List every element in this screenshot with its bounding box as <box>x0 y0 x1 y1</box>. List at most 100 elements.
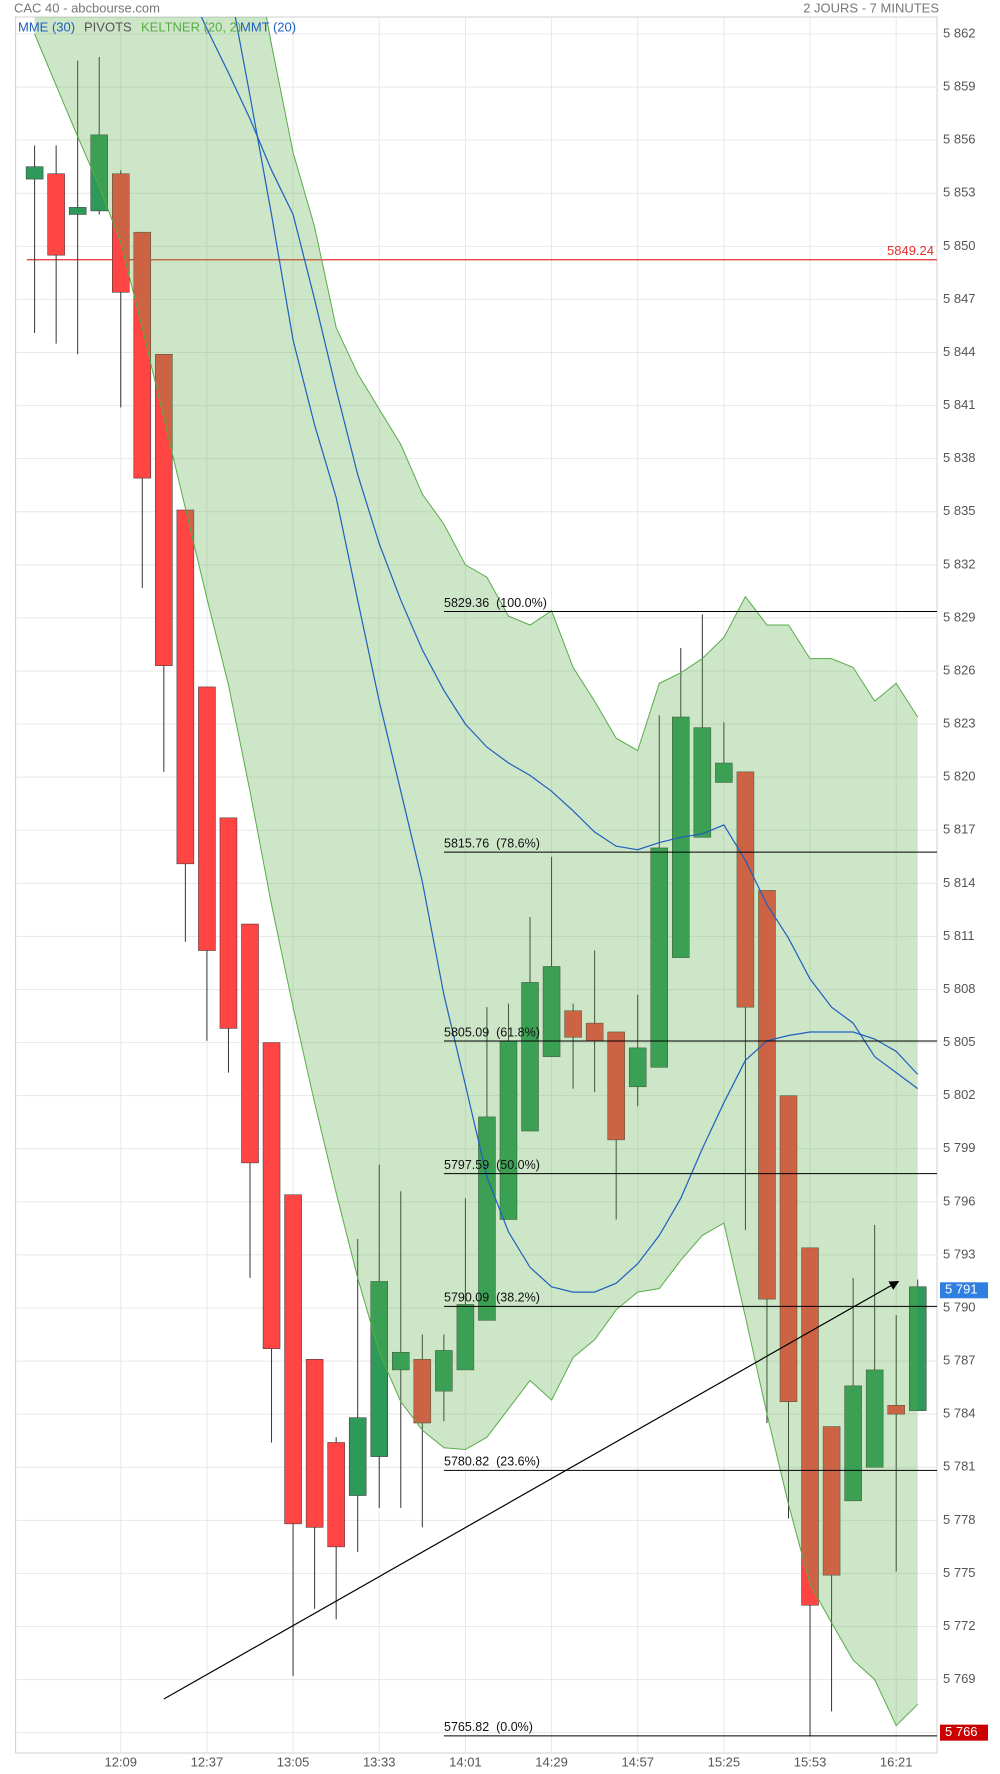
y-tick-label: 5 778 <box>943 1512 976 1527</box>
low-marker-box <box>940 1724 988 1741</box>
y-tick-label: 5 808 <box>943 981 976 996</box>
keltner-upper <box>265 17 919 752</box>
legend-entry: MME (30) <box>18 19 75 34</box>
x-tick-label: 15:25 <box>708 1754 741 1769</box>
x-tick-label: 12:09 <box>104 1754 137 1769</box>
keltner-fill <box>34 17 918 1726</box>
y-tick-label: 5 838 <box>943 450 976 465</box>
y-tick-label: 5 817 <box>943 822 976 837</box>
y-tick-label: 5 802 <box>943 1087 976 1102</box>
y-tick-label: 5 805 <box>943 1034 976 1049</box>
y-tick-label: 5 784 <box>943 1406 976 1421</box>
candle-body <box>693 727 712 838</box>
y-tick-label: 5 799 <box>943 1140 976 1155</box>
pivot-label: 5849.24 <box>887 243 934 258</box>
candle-body <box>758 890 776 1300</box>
legend-entry: PIVOTS <box>84 19 132 34</box>
candle-body <box>736 771 755 1008</box>
fib-label: 5780.82 (23.6%) <box>444 1455 540 1469</box>
plot-frame <box>15 16 938 1754</box>
y-tick-label: 5 820 <box>943 769 976 784</box>
candle-body <box>564 1010 582 1038</box>
legend-entry: MMT (20) <box>240 19 296 34</box>
keltner-lower <box>34 33 919 1727</box>
candle-body <box>262 1042 281 1349</box>
fib-label: 5829.36 (100.0%) <box>444 596 547 610</box>
y-tick-label: 5 826 <box>943 662 976 677</box>
low-marker-label: 5 766 <box>945 1724 978 1739</box>
y-tick-label: 5 850 <box>943 238 976 253</box>
x-tick-label: 14:01 <box>449 1754 482 1769</box>
y-tick-label: 5 775 <box>943 1565 976 1580</box>
y-tick-label: 5 811 <box>943 928 975 943</box>
candle-body <box>822 1426 841 1576</box>
candle-body <box>887 1405 905 1415</box>
y-tick-label: 5 844 <box>943 344 976 359</box>
y-tick-label: 5 841 <box>943 397 976 412</box>
candle-body <box>155 354 173 666</box>
y-tick-label: 5 823 <box>943 716 976 731</box>
x-tick-label: 13:05 <box>277 1754 310 1769</box>
y-tick-label: 5 772 <box>943 1618 976 1633</box>
last-price-box <box>940 1282 988 1299</box>
y-tick-label: 5 847 <box>943 291 976 306</box>
x-tick-label: 15:53 <box>794 1754 827 1769</box>
fib-label: 5765.82 (0.0%) <box>444 1720 533 1734</box>
x-tick-label: 13:33 <box>363 1754 396 1769</box>
y-tick-label: 5 832 <box>943 556 976 571</box>
y-tick-label: 5 853 <box>943 185 976 200</box>
x-tick-label: 16:21 <box>880 1754 913 1769</box>
moving-average-line <box>234 17 919 1293</box>
plot-area <box>15 17 937 1753</box>
candle-body <box>521 982 539 1132</box>
candle-body <box>844 1385 862 1502</box>
y-tick-label: 5 793 <box>943 1246 976 1261</box>
candle-body <box>865 1369 884 1468</box>
x-tick-label: 14:57 <box>621 1754 654 1769</box>
candle-body <box>456 1304 475 1371</box>
header-period: 2 JOURS - 7 MINUTES <box>803 0 939 15</box>
y-tick-label: 5 796 <box>943 1193 976 1208</box>
x-tick-label: 14:29 <box>535 1754 568 1769</box>
y-tick-label: 5 814 <box>943 875 976 890</box>
y-tick-label: 5 829 <box>943 609 976 624</box>
y-tick-label: 5 859 <box>943 79 976 94</box>
candle-body <box>370 1281 388 1457</box>
candle-body <box>628 1047 647 1088</box>
candle-body <box>327 1442 345 1548</box>
candle-body <box>607 1031 625 1141</box>
fib-label: 5815.76 (78.6%) <box>444 836 540 850</box>
y-tick-label: 5 790 <box>943 1299 976 1314</box>
candle-body <box>542 966 561 1057</box>
candle-body <box>305 1359 324 1528</box>
candle-body <box>478 1116 496 1321</box>
y-tick-label: 5 781 <box>943 1459 976 1474</box>
fib-label: 5797.59 (50.0%) <box>444 1158 540 1172</box>
y-tick-label: 5 835 <box>943 503 976 518</box>
trendline <box>163 1280 900 1700</box>
candle-body <box>112 173 130 293</box>
candle-body <box>176 509 195 865</box>
candle-body <box>219 817 238 1029</box>
candle-body <box>348 1417 367 1496</box>
candle-body <box>68 207 87 215</box>
candle-body <box>90 134 108 212</box>
candle-body <box>801 1247 819 1606</box>
candle-body <box>435 1350 453 1392</box>
y-tick-label: 5 769 <box>943 1671 976 1686</box>
y-tick-label: 5 856 <box>943 132 976 147</box>
candle-body <box>413 1359 432 1424</box>
candle-body <box>779 1095 798 1403</box>
candle-body <box>650 847 669 1068</box>
moving-average-line <box>200 17 919 1090</box>
candle-body <box>47 173 65 256</box>
candle-body <box>715 762 733 783</box>
last-price-label: 5 791 <box>945 1282 978 1297</box>
fib-label: 5805.09 (61.8%) <box>444 1025 540 1039</box>
candle-body <box>198 686 216 951</box>
fib-label: 5790.09 (38.2%) <box>444 1291 540 1305</box>
candle-body <box>133 231 152 479</box>
x-tick-label: 12:37 <box>191 1754 224 1769</box>
candle-body <box>392 1351 410 1371</box>
